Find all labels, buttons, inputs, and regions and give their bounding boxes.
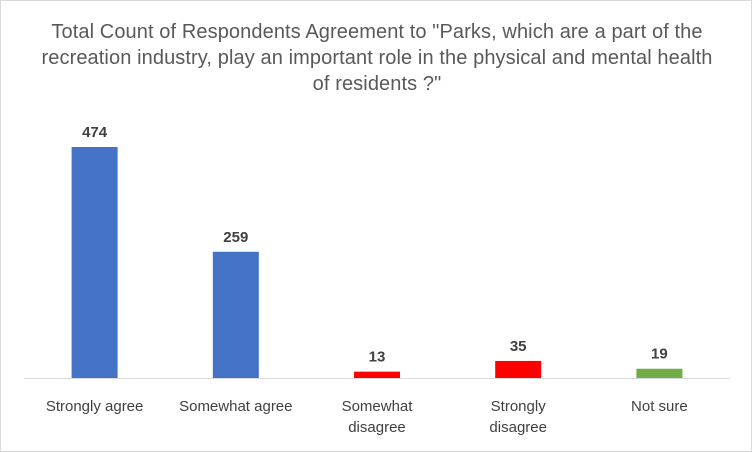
data-label: 474 bbox=[82, 124, 108, 141]
bar bbox=[71, 147, 118, 378]
category-label: Somewhat agree bbox=[179, 398, 292, 415]
category-label: Somewhat disagree bbox=[342, 398, 414, 436]
category-label: Strongly disagree bbox=[489, 398, 547, 436]
chart-title: Total Count of Respondents Agreement to … bbox=[41, 21, 713, 95]
category-label: Not sure bbox=[631, 398, 688, 415]
data-label: 19 bbox=[651, 346, 668, 363]
data-label: 13 bbox=[369, 349, 386, 366]
bar bbox=[495, 360, 542, 378]
bar bbox=[212, 251, 259, 378]
data-label: 259 bbox=[223, 229, 248, 246]
category-label: Strongly agree bbox=[46, 398, 144, 415]
data-label: 35 bbox=[510, 338, 527, 355]
bar bbox=[354, 371, 400, 378]
bar bbox=[636, 368, 683, 378]
